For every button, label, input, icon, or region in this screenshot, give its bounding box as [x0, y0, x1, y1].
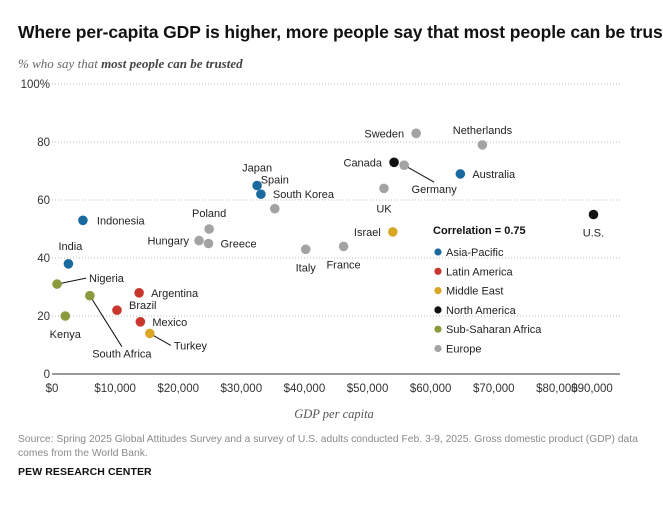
- label-uk: UK: [376, 203, 392, 215]
- label-australia: Australia: [472, 169, 516, 181]
- correlation-annotation: Correlation = 0.75: [433, 225, 526, 237]
- label-sweden: Sweden: [364, 128, 404, 140]
- point-south-korea: [256, 189, 266, 199]
- point-germany: [399, 160, 409, 170]
- label-italy: Italy: [296, 262, 317, 274]
- label-mexico: Mexico: [152, 317, 187, 329]
- point-poland: [204, 224, 214, 234]
- label-turkey: Turkey: [174, 340, 208, 352]
- y-tick-label: 0: [44, 369, 50, 381]
- legend-swatch-middle-east: [434, 287, 442, 295]
- label-brazil: Brazil: [129, 300, 157, 312]
- label-argentina: Argentina: [151, 288, 199, 300]
- label-france: France: [326, 259, 360, 271]
- point-canada: [389, 157, 399, 168]
- point-netherlands: [477, 140, 488, 150]
- label-india: India: [58, 241, 83, 253]
- leader-lines: [56, 164, 435, 347]
- point-turkey: [145, 328, 155, 339]
- x-tick-label: $40,000: [284, 383, 326, 395]
- x-tick-label: $60,000: [410, 383, 452, 395]
- point-mexico: [135, 317, 146, 327]
- label-kenya: Kenya: [50, 329, 82, 341]
- subtitle-prefix: % who say that: [18, 56, 102, 71]
- legend-swatch-north-america: [434, 306, 442, 314]
- source-note: Source: Spring 2025 Global Attitudes Sur…: [18, 434, 638, 459]
- point-indonesia: [78, 215, 88, 226]
- point-italy: [300, 244, 311, 255]
- point-u-s: [588, 209, 599, 220]
- label-indonesia: Indonesia: [97, 215, 146, 227]
- x-tick-label: $50,000: [347, 383, 389, 395]
- label-japan: Japan: [242, 163, 272, 175]
- point-argentina: [134, 288, 144, 298]
- label-poland: Poland: [192, 208, 226, 220]
- label-south-korea: South Korea: [273, 189, 335, 201]
- leader-germany: [403, 164, 435, 183]
- x-tick-label: $10,000: [94, 383, 136, 395]
- y-axis-ticks: 0 20 40 60 80 100%: [21, 79, 50, 381]
- point-israel: [388, 227, 398, 237]
- leader-nigeria: [56, 277, 87, 285]
- y-tick-label: 80: [37, 137, 50, 149]
- point-uk: [379, 183, 389, 194]
- point-brazil: [112, 305, 122, 316]
- legend-label-europe: Europe: [446, 344, 481, 356]
- label-greece: Greece: [221, 239, 257, 251]
- point-japan: [252, 180, 262, 191]
- y-tick-label: 100%: [21, 79, 50, 91]
- x-tick-label: $20,000: [157, 383, 199, 395]
- subtitle-emphasis: most people can be trusted: [101, 56, 243, 71]
- scatter-chart: 0 20 40 60 80 100% $0 $10,000 $20,000 $30,000 $40…: [21, 79, 620, 421]
- label-spain: Spain: [261, 175, 289, 187]
- legend-swatch-sub-saharan-africa: [434, 325, 442, 333]
- label-hungary: Hungary: [147, 236, 189, 248]
- x-tick-label: $30,000: [221, 383, 263, 395]
- label-u-s: U.S.: [583, 228, 604, 240]
- gridlines: [52, 83, 620, 317]
- label-germany: Germany: [412, 184, 458, 196]
- chart-subtitle: % who say that most people can be truste…: [18, 56, 618, 72]
- point-hungary: [194, 235, 204, 246]
- y-tick-label: 20: [37, 311, 50, 323]
- legend-swatch-latin-america: [434, 267, 442, 275]
- legend-label-asia-pacific: Asia-Pacific: [446, 247, 504, 259]
- legend-label-middle-east: Middle East: [446, 286, 503, 298]
- x-tick-label: $0: [46, 383, 59, 395]
- legend: Asia-Pacific Latin America Middle East Nort…: [434, 247, 542, 356]
- label-nigeria: Nigeria: [89, 273, 125, 285]
- label-netherlands: Netherlands: [453, 125, 513, 137]
- legend-swatch-europe: [434, 344, 442, 353]
- legend-swatch-asia-pacific: [434, 248, 442, 256]
- point-nigeria: [52, 279, 62, 289]
- x-tick-label: $90,000: [571, 383, 613, 395]
- label-canada: Canada: [344, 157, 383, 169]
- point-sweden: [411, 128, 421, 139]
- legend-label-north-america: North America: [446, 305, 517, 317]
- point-france: [338, 241, 349, 252]
- brand-label: PEW RESEARCH CENTER: [18, 466, 152, 478]
- x-axis-ticks: $0 $10,000 $20,000 $30,000 $40,000 $50,000 $60…: [46, 383, 613, 395]
- point-south-africa: [85, 290, 95, 301]
- x-tick-label: $70,000: [473, 383, 515, 395]
- y-tick-label: 60: [37, 195, 50, 207]
- point-india: [63, 259, 74, 269]
- point-australia: [455, 169, 466, 179]
- x-axis-label: GDP per capita: [294, 407, 374, 421]
- legend-label-sub-saharan-africa: Sub-Saharan Africa: [446, 324, 542, 336]
- leader-south-africa: [89, 295, 123, 347]
- data-points: [52, 128, 599, 339]
- y-tick-label: 40: [37, 253, 50, 265]
- point-spain: [269, 203, 280, 214]
- x-tick-label: $80,000: [536, 383, 578, 395]
- point-kenya: [60, 311, 71, 321]
- legend-label-latin-america: Latin America: [446, 266, 514, 278]
- label-israel: Israel: [354, 227, 381, 239]
- point-greece: [203, 238, 214, 249]
- point-labels: Indonesia India Japan South Korea Australia A…: [50, 125, 605, 361]
- label-south-africa: South Africa: [92, 349, 152, 361]
- chart-title: Where per-capita GDP is higher, more peo…: [18, 22, 663, 42]
